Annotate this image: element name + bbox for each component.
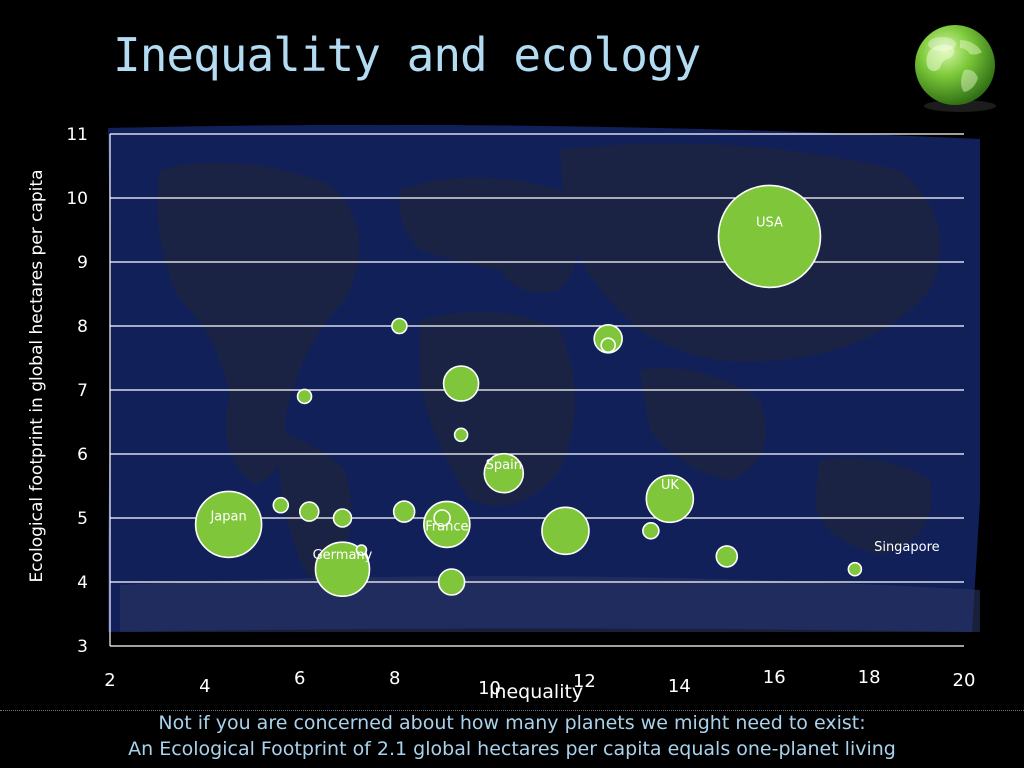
y-tick-label: 11 (66, 125, 88, 145)
y-tick-label: 10 (66, 189, 88, 209)
bubble-label: Singapore (874, 540, 940, 555)
footer-text-line-2: An Ecological Footprint of 2.1 global he… (128, 738, 896, 760)
x-tick-label: 2 (104, 670, 115, 691)
data-bubble (392, 500, 416, 523)
data-bubble (847, 561, 863, 577)
y-tick-label: 5 (77, 509, 88, 529)
x-axis-label: Inequality (489, 681, 583, 703)
scatter-chart: USA Japan Germany France Spain UK Singapore 3 4… (27, 124, 980, 703)
world-map-background (108, 124, 980, 632)
x-tick-label: 20 (953, 670, 976, 691)
footer-divider (0, 710, 1024, 711)
data-bubble (272, 496, 290, 514)
x-tick-label: 18 (858, 667, 881, 688)
x-tick-label: 8 (389, 668, 400, 689)
data-bubble (314, 541, 371, 598)
slide-title: Inequality and ecology (113, 28, 701, 82)
y-tick-label: 8 (77, 317, 88, 337)
footer-text-line-1: Not if you are concerned about how many … (158, 712, 866, 734)
data-bubble (645, 474, 695, 524)
y-tick-label: 3 (77, 637, 88, 657)
data-bubble (642, 521, 660, 540)
x-tick-label: 4 (199, 676, 210, 697)
data-bubble (433, 509, 451, 527)
data-bubble (296, 388, 313, 405)
x-tick-label: 14 (668, 676, 691, 697)
x-tick-label: 6 (294, 668, 305, 689)
y-tick-label: 9 (77, 253, 88, 273)
data-bubble (391, 317, 408, 335)
data-bubble (541, 506, 590, 556)
data-bubble (453, 427, 469, 443)
bubble-label: UK (661, 478, 680, 493)
data-bubble (442, 365, 480, 402)
data-bubble (437, 568, 466, 596)
bubble-label: USA (756, 215, 783, 230)
data-bubble (194, 490, 263, 559)
data-bubble (717, 184, 822, 289)
bubble-label: Germany (313, 548, 373, 563)
x-tick-label: 16 (763, 667, 786, 688)
data-bubble (355, 544, 368, 556)
data-bubble (332, 508, 353, 528)
data-bubble (715, 545, 739, 568)
x-tick-label: 10 (478, 678, 501, 699)
globe-icon (915, 25, 996, 112)
data-bubble (600, 337, 616, 354)
data-bubble (483, 452, 525, 494)
bubble-label: France (425, 519, 468, 534)
bubble-label: Japan (209, 509, 246, 524)
data-bubble (298, 501, 320, 522)
y-axis-label: Ecological footprint in global hectares … (27, 170, 47, 583)
y-tick-label: 7 (77, 381, 88, 401)
y-tick-label: 4 (77, 573, 88, 593)
x-tick-label: 12 (573, 671, 596, 692)
bubble-label: Spain (486, 458, 522, 473)
y-tick-label: 6 (77, 445, 88, 465)
